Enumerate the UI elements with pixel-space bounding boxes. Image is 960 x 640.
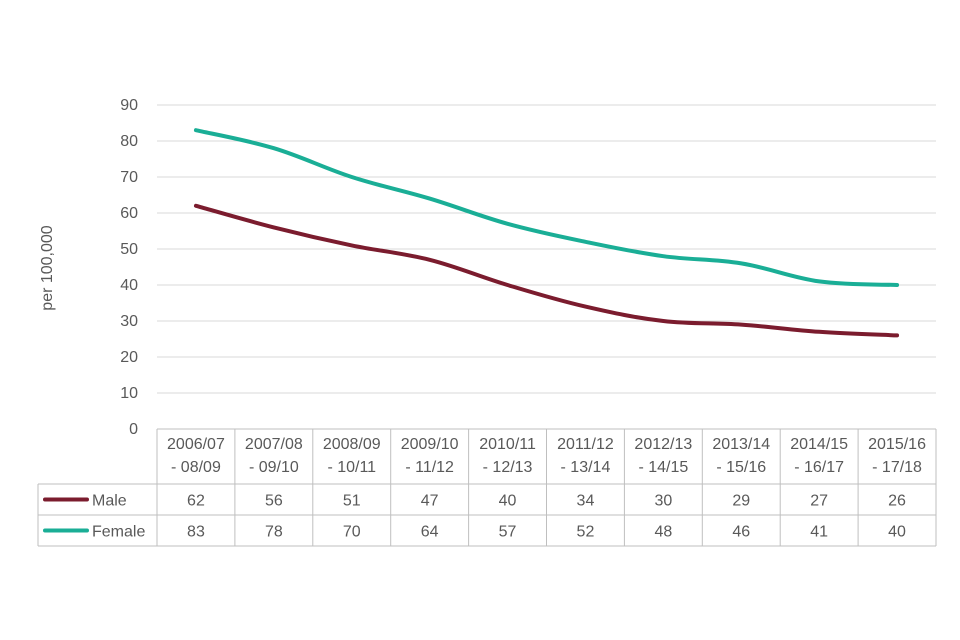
x-tick-label: - 14/15: [638, 459, 688, 476]
y-tick-label: 0: [129, 421, 138, 438]
x-tick-label: - 15/16: [716, 459, 766, 476]
y-tick-label: 30: [120, 313, 138, 330]
x-tick-label: 2006/07: [167, 436, 225, 453]
y-tick-label: 40: [120, 277, 138, 294]
x-tick-label: 2014/15: [790, 436, 848, 453]
x-tick-label: 2008/09: [323, 436, 381, 453]
table-cell-value: 48: [654, 524, 672, 541]
legend-label-male: Male: [92, 493, 127, 510]
x-tick-label: 2012/13: [634, 436, 692, 453]
x-tick-label: - 16/17: [794, 459, 844, 476]
x-tick-label: 2009/10: [401, 436, 459, 453]
x-tick-label: 2011/12: [557, 436, 614, 453]
series-line-female: [193, 128, 900, 287]
table-cell-value: 41: [810, 524, 828, 541]
y-tick-label: 90: [120, 97, 138, 114]
x-tick-label: - 10/11: [327, 459, 376, 476]
x-tick-label: - 17/18: [872, 459, 922, 476]
table-cell-value: 56: [265, 493, 283, 510]
x-tick-label: 2010/11: [479, 436, 536, 453]
y-axis-label: per 100,000: [39, 225, 56, 311]
series-line-male: [193, 203, 900, 338]
table-cell-value: 70: [343, 524, 361, 541]
y-tick-label: 20: [120, 349, 138, 366]
table-cell-value: 64: [421, 524, 439, 541]
x-tick-label: - 11/12: [405, 459, 454, 476]
x-tick-label: - 09/10: [249, 459, 299, 476]
table-cell-value: 34: [577, 493, 595, 510]
table-cell-value: 78: [265, 524, 283, 541]
table-cell-value: 26: [888, 493, 906, 510]
x-tick-label: 2007/08: [245, 436, 303, 453]
table-cell-value: 51: [343, 493, 361, 510]
legend-label-female: Female: [92, 524, 145, 541]
table-cell-value: 52: [577, 524, 595, 541]
y-tick-label: 10: [120, 385, 138, 402]
x-tick-label: - 13/14: [561, 459, 611, 476]
x-tick-label: 2015/16: [868, 436, 926, 453]
y-tick-label: 60: [120, 205, 138, 222]
table-cell-value: 46: [732, 524, 750, 541]
table-cell-value: 27: [810, 493, 828, 510]
table-cell-value: 47: [421, 493, 439, 510]
table-cell-value: 62: [187, 493, 205, 510]
table-cell-value: 40: [888, 524, 906, 541]
table-cell-value: 40: [499, 493, 517, 510]
x-tick-label: - 08/09: [171, 459, 221, 476]
x-tick-label: - 12/13: [483, 459, 533, 476]
table-cell-value: 83: [187, 524, 205, 541]
y-tick-label: 80: [120, 133, 138, 150]
x-tick-label: 2013/14: [712, 436, 770, 453]
y-tick-label: 70: [120, 169, 138, 186]
table-cell-value: 30: [654, 493, 672, 510]
table-cell-value: 57: [499, 524, 517, 541]
table-cell-value: 29: [732, 493, 750, 510]
y-tick-label: 50: [120, 241, 138, 258]
